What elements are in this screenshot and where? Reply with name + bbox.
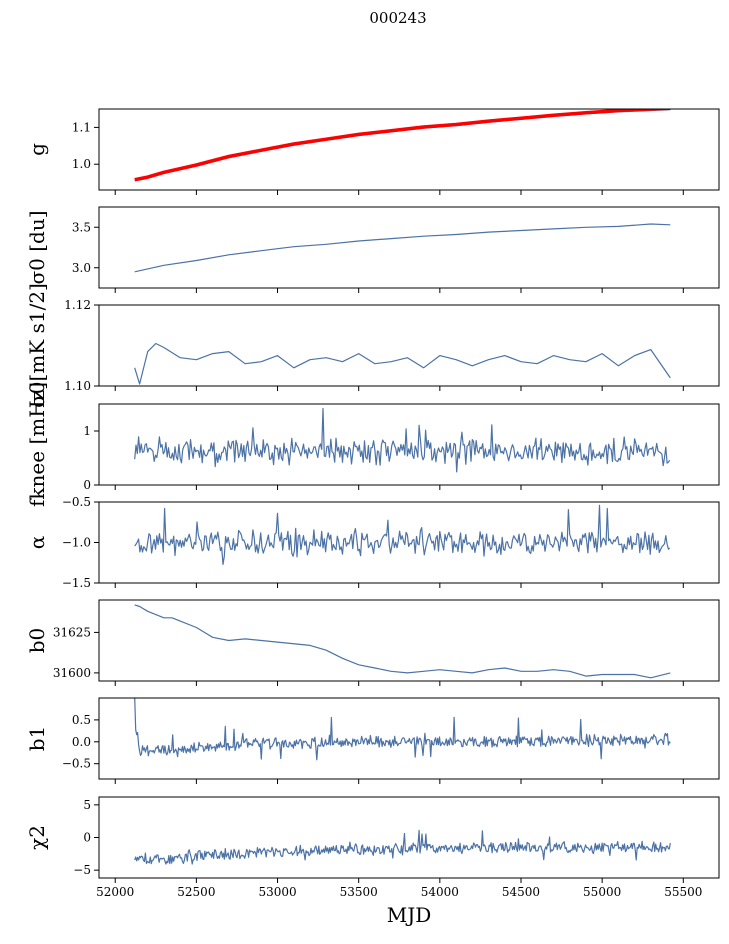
panel-8-ytick-label: −5 — [73, 863, 91, 877]
panel-3-ytick-label: 1.10 — [64, 379, 91, 393]
panel-7-ytick-label: 0.5 — [72, 713, 91, 727]
panel-6-ytick-label: 31600 — [53, 666, 91, 680]
panel-7-ytick-label: 0.0 — [72, 735, 91, 749]
x-axis-label: MJD — [387, 903, 432, 927]
panel-5-frame — [98, 501, 720, 584]
panel-1-ytick-label: 1.0 — [72, 157, 91, 171]
panel-2-ytick-label: 3.5 — [72, 220, 91, 234]
panel-4-frame — [98, 403, 720, 486]
panel-1-line-2 — [134, 109, 671, 182]
panel-2-series — [134, 223, 671, 273]
xtick-label: 52500 — [177, 885, 215, 899]
panel-4-ytick-label: 1 — [83, 424, 91, 438]
xtick-label: 55000 — [583, 885, 621, 899]
panel-3-ylabel: σ0[mK s1/2] — [25, 283, 49, 408]
panel-3-line-1 — [134, 342, 671, 385]
panel-3-series — [134, 342, 671, 385]
panel-6-ylabel: b0 — [25, 628, 49, 654]
panel-6-ytick-label: 31625 — [53, 625, 91, 639]
panel-2-ylabel: σ0 [du] — [25, 210, 49, 284]
panel-8-line-1 — [134, 829, 671, 865]
panel-7-ytick-label: −0.5 — [62, 757, 91, 771]
panel-4-line-1 — [134, 407, 671, 473]
panel-4-series — [134, 407, 671, 473]
panel-5-ytick-label: −0.5 — [62, 495, 91, 509]
panel-4-ylabel: fknee [mHz] — [25, 382, 49, 507]
panel-2-ytick-label: 3.0 — [72, 261, 91, 275]
panel-7-series — [134, 698, 671, 761]
subplot-stack: 1.0 1.1 g 3.0 3.5 σ0 [du] 1.10 1.12 σ0[mK s1/2] 0… — [25, 108, 720, 927]
panel-6-frame — [98, 599, 720, 682]
panel-1-series — [134, 109, 671, 182]
panel-7-line-1 — [134, 698, 671, 761]
panel-5-ylabel: α — [25, 536, 49, 550]
xtick-label: 54500 — [502, 885, 540, 899]
panel-6-line-1 — [134, 604, 671, 679]
panel-8-ylabel: χ2 — [25, 825, 49, 850]
panel-1-frame — [98, 108, 720, 191]
figure-title: 000243 — [369, 9, 426, 27]
panel-1-ytick-label: 1.1 — [72, 120, 91, 134]
xtick-label: 55500 — [664, 885, 702, 899]
panel-3-ytick-label: 1.12 — [64, 298, 91, 312]
panel-8-series — [134, 829, 671, 865]
panel-6-series — [134, 604, 671, 679]
panel-8-frame — [98, 796, 720, 879]
panel-3-frame — [98, 304, 720, 387]
xtick-label: 53500 — [340, 885, 378, 899]
xtick-label: 54000 — [421, 885, 459, 899]
xtick-label: 53000 — [258, 885, 296, 899]
panel-8-ytick-label: 0 — [83, 831, 91, 845]
panel-8-ytick-label: 5 — [83, 798, 91, 812]
panel-5-ytick-label: −1.0 — [62, 536, 91, 550]
xtick-label: 52000 — [96, 885, 134, 899]
panel-2-frame — [98, 206, 720, 289]
panel-5-line-1 — [134, 504, 671, 565]
panel-5-series — [134, 504, 671, 565]
panel-1-line-1 — [134, 109, 671, 182]
panel-1-ylabel: g — [25, 143, 49, 156]
panel-4-ytick-label: 0 — [83, 478, 91, 492]
panel-7-frame — [98, 697, 720, 780]
panel-5-ytick-label: −1.5 — [62, 576, 91, 590]
panel-2-line-1 — [134, 223, 671, 273]
panel-7-ylabel: b1 — [25, 726, 49, 752]
